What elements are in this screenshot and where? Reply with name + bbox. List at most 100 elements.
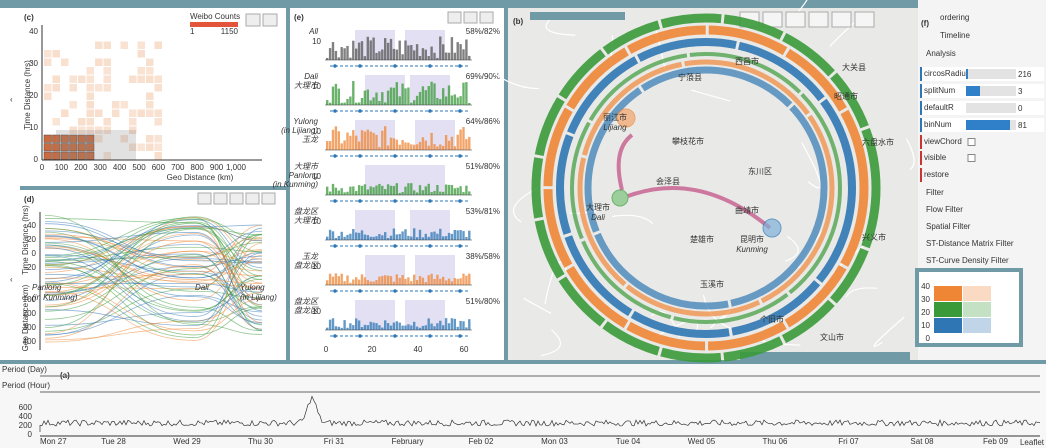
hist-bar: [375, 52, 378, 60]
hist-bar: [381, 235, 384, 240]
hist-bar: [442, 325, 445, 330]
hist-bar: [389, 276, 393, 285]
close-button[interactable]: [463, 11, 478, 24]
hist-bar: [363, 277, 367, 285]
hist-bar: [418, 141, 422, 150]
hist-bar: [366, 89, 369, 105]
collapse-arrow[interactable]: ‹: [10, 95, 13, 104]
place-name: 个旧市: [760, 314, 784, 324]
shuffle-button[interactable]: [229, 192, 244, 205]
heat-cell: [103, 152, 111, 160]
tree-button[interactable]: [262, 13, 278, 27]
hist-bar: [456, 42, 459, 60]
param-name: splitNum: [924, 86, 955, 95]
hist-bar: [355, 191, 358, 195]
hist-bar: [450, 281, 454, 285]
hist-bar: [384, 232, 387, 240]
hist-bar: [468, 136, 471, 150]
heat-cell: [44, 84, 52, 92]
hist-bar: [369, 321, 372, 330]
heat-cell: [69, 126, 77, 134]
dash-button[interactable]: [261, 192, 276, 205]
hist-bar: [349, 186, 352, 195]
city-name-en: Lijiang: [603, 123, 627, 132]
heat-cell: [44, 58, 52, 66]
ratio-label: 58%/82%: [466, 27, 500, 36]
road: [785, 235, 799, 262]
range-marker: [428, 334, 432, 338]
heat-cell: [77, 134, 86, 143]
range-marker: [428, 199, 432, 203]
hist-bar: [427, 236, 430, 240]
hist-bar: [346, 275, 349, 285]
hist-bar: [326, 100, 329, 105]
heat-cell: [137, 41, 145, 49]
hist-bar: [392, 48, 396, 60]
menu-item: Timeline: [940, 31, 970, 40]
hist-bar: [439, 191, 442, 195]
heat-cell: [154, 152, 162, 160]
circos-ring: [584, 66, 828, 310]
checkbox[interactable]: [967, 154, 976, 162]
place-name: 六盘水市: [862, 137, 894, 147]
date-label: Feb 09: [983, 437, 1008, 446]
search-button[interactable]: [831, 11, 852, 28]
hist-bar: [444, 52, 448, 60]
flow-curve: [44, 233, 263, 301]
collapse-arrow[interactable]: ‹: [10, 275, 13, 284]
hist-bar: [459, 278, 462, 285]
node-label: Panlong: [32, 283, 62, 292]
list-button[interactable]: [197, 192, 212, 205]
slider-track[interactable]: [966, 103, 1016, 113]
hist-bar: [462, 321, 465, 330]
range-marker: [358, 244, 362, 248]
hist-bar: [418, 229, 422, 240]
road: [545, 17, 576, 36]
filter-button[interactable]: [785, 11, 806, 28]
hist-bar: [392, 281, 396, 285]
pointer-button[interactable]: [808, 11, 829, 28]
hist-bar: [410, 281, 413, 285]
slider-fill: [966, 69, 968, 79]
hist-bar: [352, 325, 355, 330]
hist-bar: [363, 131, 367, 150]
hist-bar: [459, 230, 462, 240]
range-marker: [333, 64, 337, 68]
checkbox[interactable]: [967, 138, 976, 146]
slider-fill: [966, 120, 1010, 130]
hist-bar: [337, 326, 340, 330]
node-label: (in Lijiang): [240, 293, 277, 302]
heat-cell: [154, 135, 162, 143]
hist-bar: [326, 186, 329, 195]
hist-bar: [407, 87, 410, 105]
param-value: 3: [1018, 87, 1023, 96]
hist-bar: [444, 184, 448, 195]
slider-track[interactable]: [966, 86, 1016, 96]
comment-button[interactable]: [245, 192, 260, 205]
heat-cell: [52, 50, 60, 58]
text-button[interactable]: [854, 11, 875, 28]
filter-button[interactable]: [447, 11, 462, 24]
place-name: 攀枝花市: [672, 136, 704, 146]
slider-track[interactable]: [966, 69, 1016, 79]
param-marker: [920, 118, 922, 132]
row-label: 大理市: [294, 162, 319, 171]
grid-button[interactable]: [245, 13, 261, 27]
road: [702, 294, 736, 331]
hist-bar: [392, 185, 396, 195]
hist-bar: [401, 231, 404, 240]
road: [568, 208, 605, 215]
place-name: 宁蒗县: [678, 72, 702, 82]
heat-cell: [137, 67, 145, 75]
hist-bar: [442, 44, 445, 60]
hist-bar: [462, 273, 465, 285]
flow-curve: [44, 287, 263, 326]
flow-curve: [44, 231, 263, 332]
range-marker: [333, 109, 337, 113]
road: [905, 138, 915, 171]
refresh-button[interactable]: [479, 11, 494, 24]
flag-button[interactable]: [213, 192, 228, 205]
flow-curve: [44, 270, 263, 296]
hist-bar: [355, 277, 358, 285]
hist-bar: [381, 185, 384, 195]
